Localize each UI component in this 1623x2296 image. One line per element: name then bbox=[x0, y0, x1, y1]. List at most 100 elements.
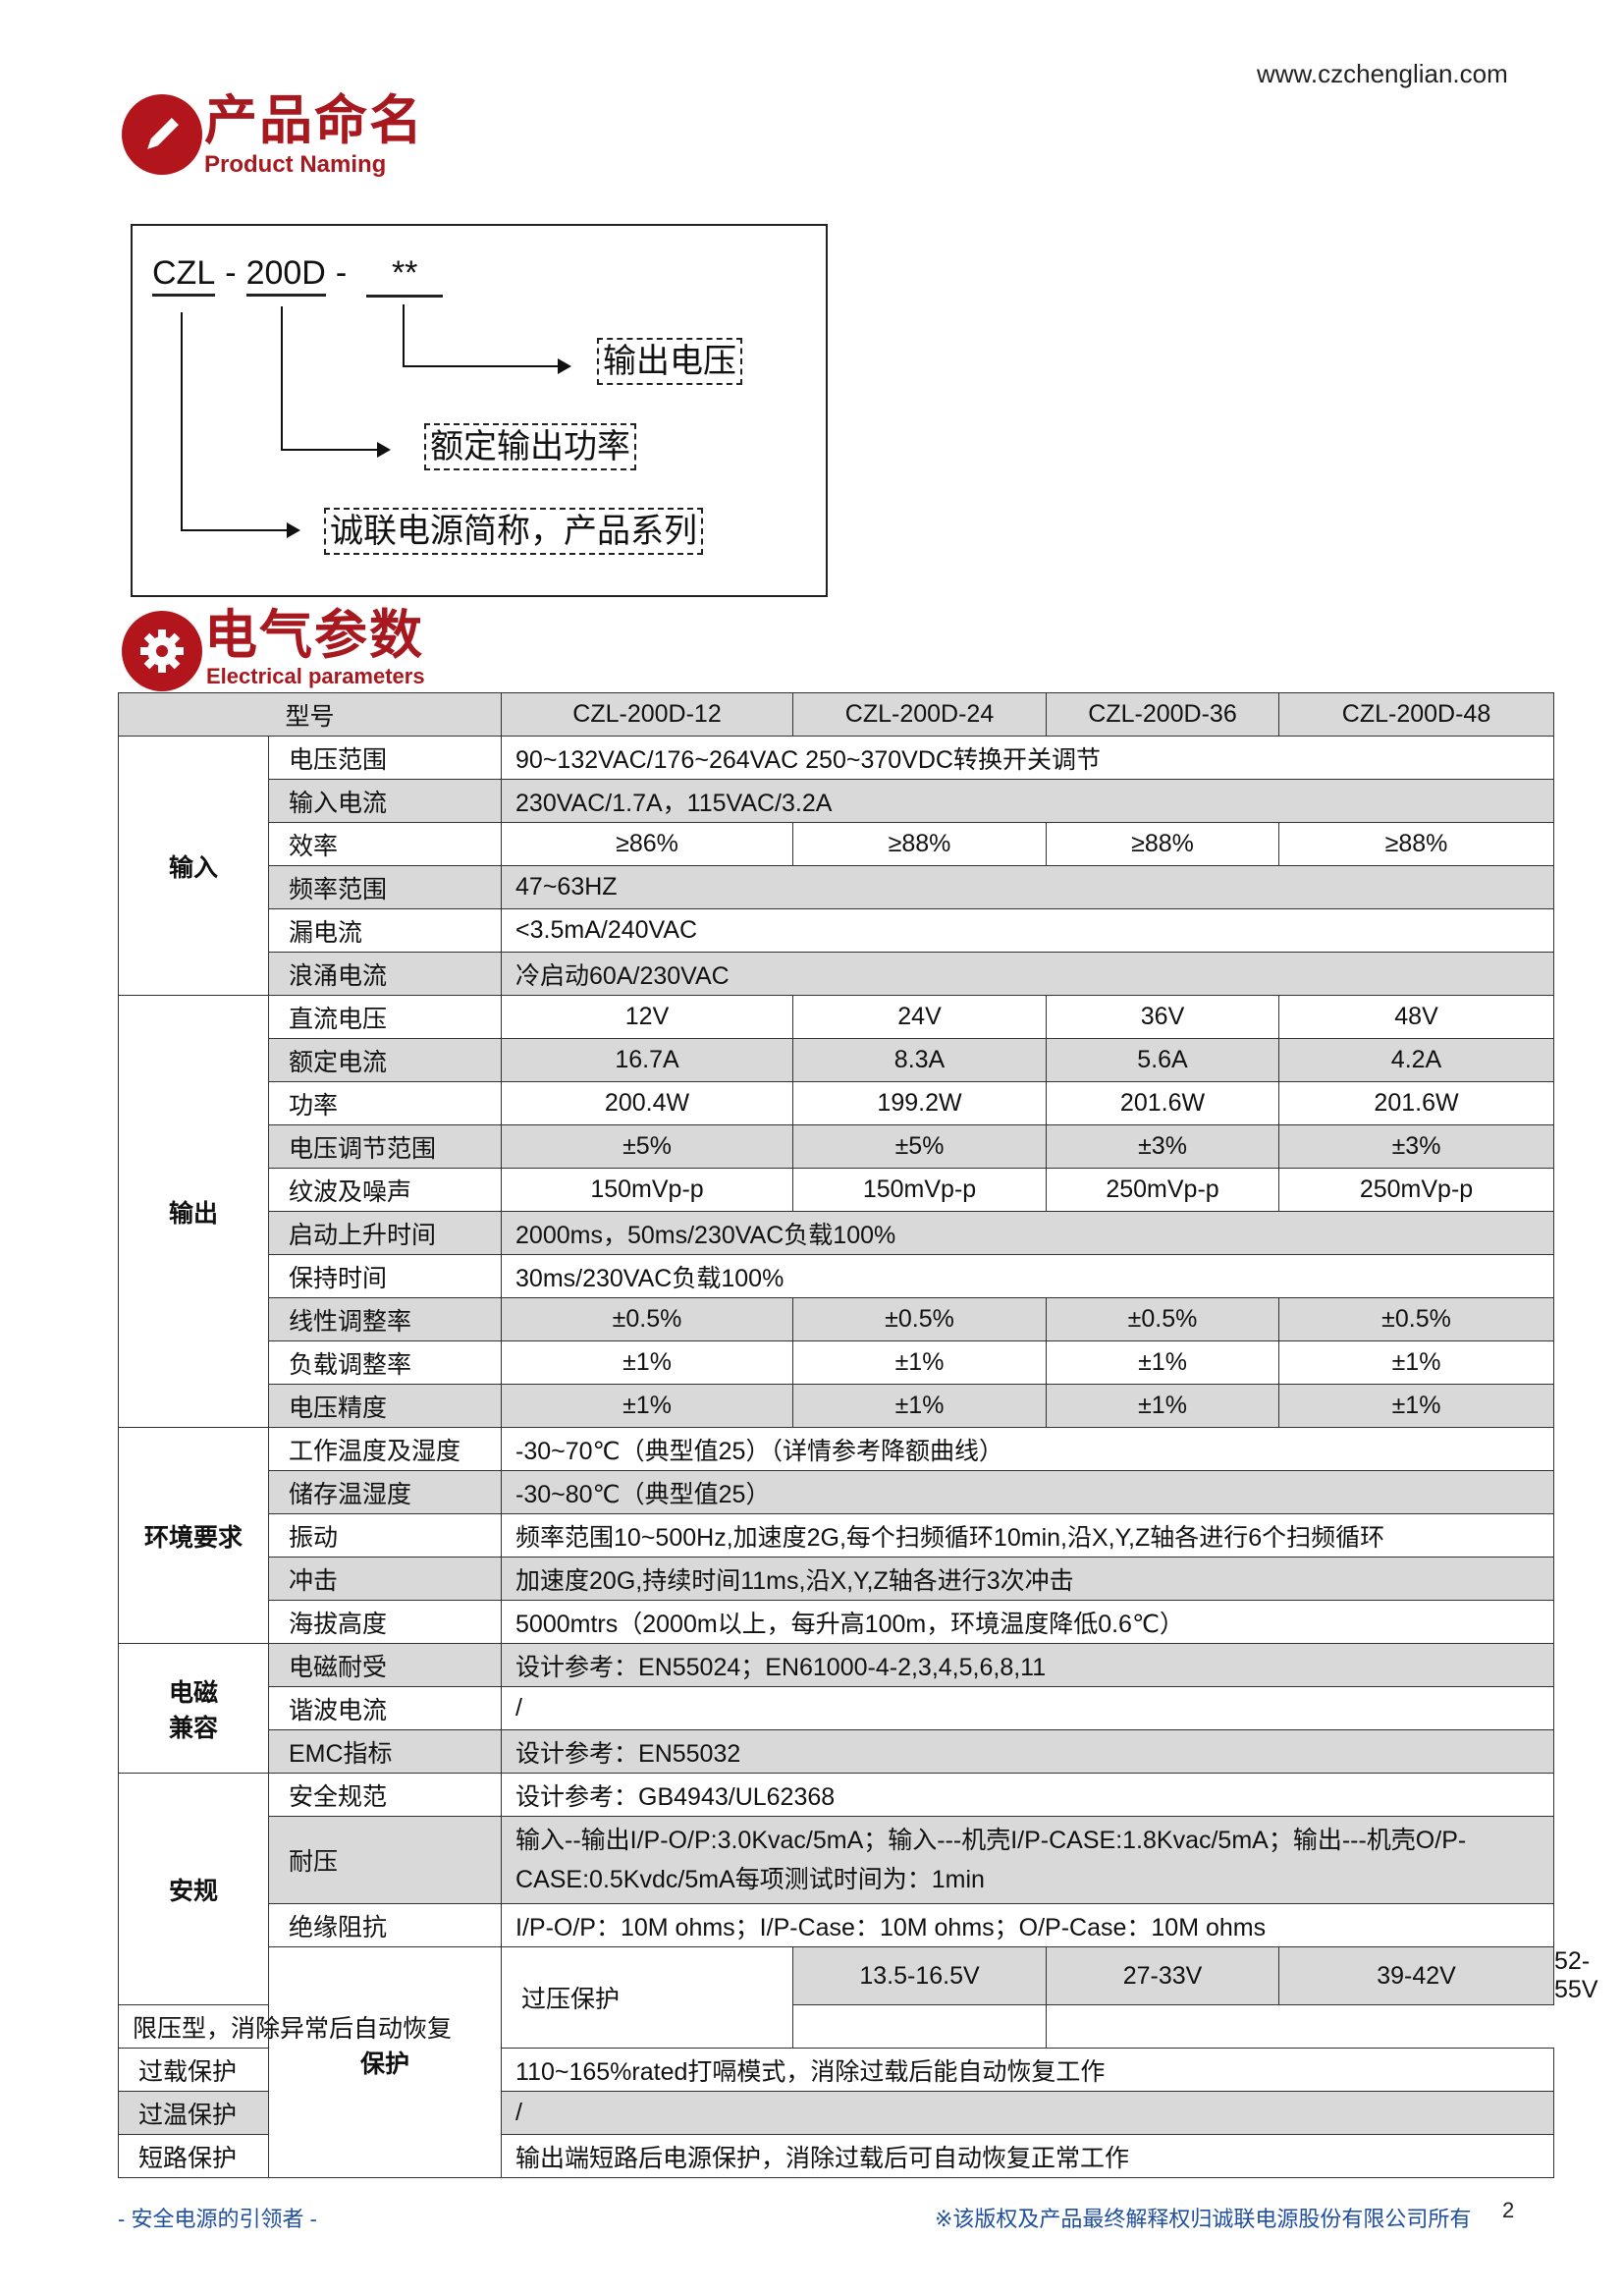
row-value: ±1% bbox=[501, 1340, 794, 1385]
row-value: ±5% bbox=[501, 1124, 794, 1169]
table-row: 功率 200.4W 199.2W 201.6W 201.6W bbox=[119, 1081, 1555, 1125]
row-label: 电压调节范围 bbox=[267, 1124, 503, 1169]
group-label: 安规 bbox=[118, 1773, 269, 2005]
footer-copyright: ※该版权及产品最终解释权归诚联电源股份有限公司所有 bbox=[935, 2207, 1472, 2231]
row-value: ±1% bbox=[1046, 1384, 1280, 1428]
row-label: 浪涌电流 bbox=[267, 952, 503, 996]
row-value: 4.2A bbox=[1278, 1038, 1555, 1082]
row-label: 漏电流 bbox=[267, 908, 503, 953]
row-value: ≥86% bbox=[501, 822, 794, 866]
table-row: 海拔高度 5000mtrs（2000m以上，每升高100m，环境温度降低0.6℃） bbox=[119, 1600, 1555, 1644]
row-label: 短路保护 bbox=[118, 2134, 269, 2178]
row-value: 输入--输出I/P-O/P:3.0Kvac/5mA；输入---机壳I/P-CAS… bbox=[501, 1816, 1555, 1904]
row-value: 47~63HZ bbox=[501, 865, 1555, 909]
naming-title: 产品命名 bbox=[204, 91, 424, 150]
row-label: 效率 bbox=[267, 822, 503, 866]
row-value: 30ms/230VAC负载100% bbox=[501, 1254, 1555, 1298]
row-value: 13.5-16.5V bbox=[792, 1946, 1048, 2005]
row-label: 频率范围 bbox=[267, 865, 503, 909]
table-header-row: 型号 CZL-200D-12 CZL-200D-24 CZL-200D-36 CZL-2… bbox=[117, 692, 1555, 737]
table-row: 储存温湿度 -30~80℃（典型值25） bbox=[119, 1470, 1555, 1514]
row-value: ±0.5% bbox=[501, 1297, 794, 1341]
table-row: 冲击 加速度20G,持续时间11ms,沿X,Y,Z轴各进行3次冲击 bbox=[119, 1557, 1555, 1601]
row-label: 功率 bbox=[267, 1081, 503, 1125]
code-voltage: ** bbox=[366, 253, 444, 298]
row-value: 2000ms，50ms/230VAC负载100% bbox=[501, 1211, 1555, 1255]
row-value: 150mVp-p bbox=[792, 1168, 1048, 1212]
row-label: 过载保护 bbox=[118, 2048, 269, 2092]
row-value: 12V bbox=[501, 995, 794, 1039]
table-row: 过载保护 110~165%rated打嗝模式，消除过载后能自动恢复工作 bbox=[118, 2048, 1555, 2092]
row-value: 201.6W bbox=[1046, 1081, 1280, 1125]
table-row: 纹波及噪声 150mVp-p 150mVp-p 250mVp-p 250mVp-p bbox=[119, 1168, 1555, 1212]
row-value: 16.7A bbox=[501, 1038, 794, 1082]
row-value: 201.6W bbox=[1278, 1081, 1555, 1125]
table-row: 额定电流 16.7A 8.3A 5.6A 4.2A bbox=[119, 1038, 1555, 1082]
table-row: 谐波电流 / bbox=[119, 1686, 1555, 1730]
row-label: 安全规范 bbox=[267, 1773, 503, 1817]
row-value: 110~165%rated打嗝模式，消除过载后能自动恢复工作 bbox=[501, 2048, 1555, 2092]
group-label: 输出 bbox=[118, 995, 269, 1428]
row-value: 冷启动60A/230VAC bbox=[501, 952, 1555, 996]
group-label: 环境要求 bbox=[118, 1427, 269, 1644]
table-row: 电磁 兼容 电磁耐受 设计参考：EN55024；EN61000-4-2,3,4,5,6… bbox=[118, 1643, 1555, 1774]
table-row: 启动上升时间 2000ms，50ms/230VAC负载100% bbox=[119, 1211, 1555, 1255]
row-label: 保持时间 bbox=[267, 1254, 503, 1298]
row-value: 48V bbox=[1278, 995, 1555, 1039]
row-value: 27-33V bbox=[1046, 1946, 1280, 2005]
row-value: 200.4W bbox=[501, 1081, 794, 1125]
table-row: 安规 安全规范 设计参考：GB4943/UL62368 bbox=[118, 1773, 1555, 2005]
row-value: -30~80℃（典型值25） bbox=[501, 1470, 1555, 1514]
row-label: 启动上升时间 bbox=[267, 1211, 503, 1255]
row-value: ±1% bbox=[1046, 1340, 1280, 1385]
row-value: 设计参考：EN55024；EN61000-4-2,3,4,5,6,8,11 bbox=[501, 1643, 1555, 1687]
table-row: 振动 频率范围10~500Hz,加速度2G,每个扫频循环10min,沿X,Y,Z轴… bbox=[119, 1513, 1555, 1558]
row-value: 230VAC/1.7A，115VAC/3.2A bbox=[501, 779, 1555, 823]
table-row: EMC指标 设计参考：EN55032 bbox=[119, 1729, 1555, 1774]
row-label: 振动 bbox=[267, 1513, 503, 1558]
row-label: 输入电流 bbox=[267, 779, 503, 823]
row-value: 199.2W bbox=[792, 1081, 1048, 1125]
row-value: 150mVp-p bbox=[501, 1168, 794, 1212]
table-row: 浪涌电流 冷启动60A/230VAC bbox=[119, 952, 1555, 996]
table-row: 环境要求 工作温度及湿度 -30~70℃（典型值25）（详情参考降额曲线） bbox=[118, 1427, 1555, 1644]
row-value: 输出端短路后电源保护，消除过载后可自动恢复正常工作 bbox=[501, 2134, 1555, 2178]
model-code: CZL - 200D - ** bbox=[152, 253, 444, 298]
table-row: 保持时间 30ms/230VAC负载100% bbox=[119, 1254, 1555, 1298]
row-value: ±1% bbox=[1278, 1340, 1555, 1385]
row-value: ±1% bbox=[1278, 1384, 1555, 1428]
row-value: ±3% bbox=[1046, 1124, 1280, 1169]
table-row: 频率范围 47~63HZ bbox=[119, 865, 1555, 909]
row-label: 工作温度及湿度 bbox=[267, 1427, 503, 1471]
group-label: 电磁 兼容 bbox=[118, 1643, 269, 1774]
table-row: 绝缘阻抗 I/P-O/P：10M ohms；I/P-Case：10M ohms；O… bbox=[119, 1903, 1555, 1947]
gear-icon bbox=[122, 611, 202, 691]
spec-table: 型号 CZL-200D-12 CZL-200D-24 CZL-200D-36 CZL-2… bbox=[117, 692, 1598, 2178]
row-label: 电压范围 bbox=[267, 736, 503, 780]
group-label: 保护 bbox=[267, 1946, 503, 2178]
table-row: 输入电流 230VAC/1.7A，115VAC/3.2A bbox=[119, 779, 1555, 823]
row-value: 加速度20G,持续时间11ms,沿X,Y,Z轴各进行3次冲击 bbox=[501, 1557, 1555, 1601]
row-value: 250mVp-p bbox=[1046, 1168, 1280, 1212]
row-label: 谐波电流 bbox=[267, 1686, 503, 1730]
group-label: 输入 bbox=[118, 736, 269, 996]
arrow-icon bbox=[287, 522, 300, 538]
row-value: 250mVp-p bbox=[1278, 1168, 1555, 1212]
header-model-label: 型号 bbox=[117, 692, 503, 737]
table-row: 限压型，消除异常后自动恢复 bbox=[117, 2004, 1554, 2049]
row-label: 耐压 bbox=[267, 1816, 503, 1904]
header-model: CZL-200D-48 bbox=[1278, 692, 1555, 737]
row-value: 设计参考：GB4943/UL62368 bbox=[501, 1773, 1555, 1817]
row-value: ±5% bbox=[792, 1124, 1048, 1169]
website-url[interactable]: www.czchenglian.com bbox=[1257, 59, 1508, 88]
row-label: 冲击 bbox=[267, 1557, 503, 1601]
row-value: ±1% bbox=[501, 1384, 794, 1428]
table-row: 输出 直流电压 12V 24V 36V 48V bbox=[118, 995, 1555, 1428]
row-value: ±0.5% bbox=[1046, 1297, 1280, 1341]
header-model: CZL-200D-24 bbox=[792, 692, 1048, 737]
code-series: CZL bbox=[152, 253, 216, 297]
row-value: 90~132VAC/176~264VAC 250~370VDC转换开关调节 bbox=[501, 736, 1555, 780]
table-row: 效率 ≥86% ≥88% ≥88% ≥88% bbox=[119, 822, 1555, 866]
table-row: 过温保护 / bbox=[118, 2091, 1555, 2135]
pencil-icon bbox=[122, 94, 202, 175]
